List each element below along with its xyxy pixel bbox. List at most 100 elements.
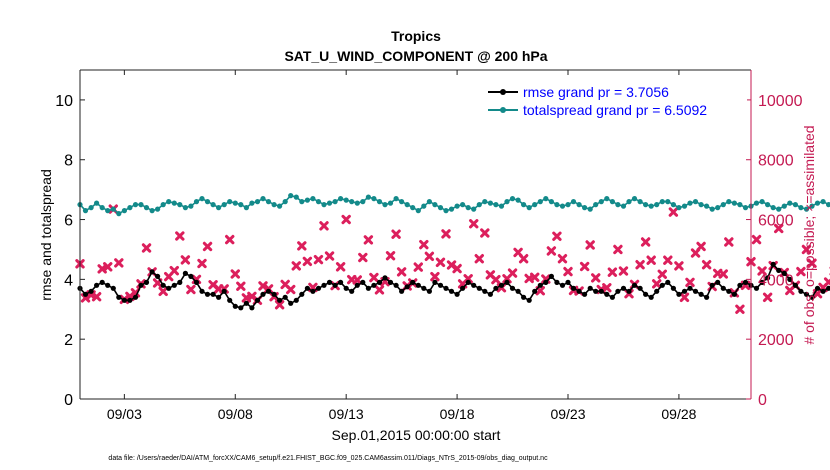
rmse-point bbox=[310, 288, 316, 294]
totalspread-point bbox=[615, 202, 621, 208]
rmse-point bbox=[487, 291, 493, 297]
totalspread-point bbox=[726, 199, 732, 205]
y-right-tick-label: 8000 bbox=[758, 153, 794, 170]
rmse-point bbox=[321, 282, 327, 288]
obs-marker bbox=[258, 281, 268, 291]
rmse-point bbox=[221, 288, 227, 294]
rmse-point bbox=[720, 285, 726, 291]
totalspread-point bbox=[448, 206, 455, 212]
obs-marker bbox=[668, 207, 679, 217]
rmse-point bbox=[704, 294, 710, 300]
obs-marker bbox=[286, 284, 296, 295]
rmse-point bbox=[204, 291, 211, 297]
rmse-point bbox=[110, 285, 116, 291]
data-layer bbox=[75, 193, 830, 314]
rmse-point bbox=[509, 285, 516, 291]
rmse-point bbox=[770, 261, 776, 267]
obs-marker bbox=[391, 229, 401, 239]
rmse-line bbox=[79, 263, 830, 309]
totalspread-point bbox=[360, 199, 366, 205]
rmse-point bbox=[160, 282, 166, 288]
y-left-tick-label: 8 bbox=[64, 153, 73, 170]
obs-marker bbox=[435, 257, 446, 268]
obs-marker bbox=[679, 292, 690, 303]
obs-marker bbox=[613, 244, 623, 255]
totalspread-point bbox=[127, 205, 133, 211]
obs-marker bbox=[175, 231, 185, 241]
rmse-point bbox=[670, 285, 677, 291]
totalspread-point bbox=[637, 199, 643, 205]
rmse-point bbox=[587, 285, 593, 291]
y-right-tick-label: 10000 bbox=[758, 93, 803, 110]
rmse-point bbox=[210, 291, 216, 297]
rmse-point bbox=[598, 288, 604, 294]
rmse-point bbox=[354, 282, 360, 288]
totalspread-point bbox=[271, 202, 277, 208]
footnote-data-file: data file: /Users/raeder/DAI/ATM_forcXX/… bbox=[108, 455, 548, 462]
totalspread-point bbox=[709, 206, 715, 212]
rmse-point bbox=[543, 279, 549, 285]
rmse-point bbox=[399, 288, 405, 294]
rmse-point bbox=[243, 300, 249, 306]
rmse-point bbox=[548, 273, 555, 279]
totalspread-point bbox=[582, 205, 588, 211]
rmse-point bbox=[582, 291, 588, 297]
obs-marker bbox=[674, 261, 684, 271]
totalspread-point bbox=[193, 199, 200, 205]
rmse-point bbox=[94, 282, 100, 288]
totalspread-point bbox=[770, 205, 776, 211]
totalspread-point bbox=[731, 200, 738, 206]
rmse-point bbox=[776, 267, 782, 273]
totalspread-point bbox=[282, 199, 288, 205]
totalspread-point bbox=[221, 202, 227, 208]
rmse-point bbox=[171, 282, 177, 288]
rmse-point bbox=[698, 291, 704, 297]
totalspread-point bbox=[338, 196, 344, 202]
totalspread-point bbox=[604, 196, 610, 202]
obs-marker bbox=[396, 267, 407, 277]
totalspread-point bbox=[365, 194, 371, 200]
totalspread-point bbox=[753, 200, 760, 206]
rmse-point bbox=[676, 291, 682, 297]
rmse-point bbox=[293, 297, 299, 303]
y-axis-right-label: # of obs: o=possible; ×=assimilated bbox=[801, 125, 817, 344]
rmse-point bbox=[620, 285, 627, 291]
chart-title: Tropics bbox=[391, 28, 441, 44]
rmse-point bbox=[249, 305, 255, 311]
obs-marker bbox=[441, 229, 451, 239]
totalspread-point bbox=[509, 196, 516, 202]
obs-marker bbox=[530, 272, 540, 282]
obs-marker bbox=[341, 214, 351, 225]
y-left-tick-label: 10 bbox=[55, 93, 73, 110]
y-right-tick-label: 6000 bbox=[758, 213, 794, 230]
totalspread-point bbox=[809, 203, 815, 209]
rmse-point bbox=[88, 288, 94, 294]
rmse-point bbox=[299, 291, 305, 297]
rmse-point bbox=[820, 288, 826, 294]
totalspread-point bbox=[704, 203, 710, 209]
totalspread-point bbox=[548, 199, 555, 205]
x-tick-label: 09/08 bbox=[218, 406, 253, 422]
rmse-point bbox=[443, 285, 449, 291]
rmse-point bbox=[82, 291, 89, 297]
totalspread-point bbox=[149, 208, 155, 214]
rmse-point bbox=[121, 297, 127, 303]
rmse-point bbox=[792, 282, 799, 288]
totalspread-point bbox=[498, 203, 505, 209]
obs-marker bbox=[230, 269, 240, 279]
totalspread-point bbox=[826, 202, 830, 208]
obs-marker bbox=[419, 239, 429, 250]
totalspread-point bbox=[626, 199, 632, 205]
obs-marker bbox=[225, 234, 235, 245]
totalspread-point bbox=[299, 199, 305, 205]
obs-marker bbox=[663, 255, 673, 265]
obs-marker bbox=[607, 267, 618, 277]
rmse-point bbox=[393, 282, 399, 288]
rmse-point bbox=[216, 294, 222, 300]
rmse-point bbox=[759, 279, 765, 285]
totalspread-point bbox=[576, 202, 582, 208]
rmse-point bbox=[149, 269, 155, 275]
obs-marker bbox=[158, 286, 168, 297]
totalspread-point bbox=[720, 202, 726, 208]
totalspread-point bbox=[243, 205, 249, 211]
